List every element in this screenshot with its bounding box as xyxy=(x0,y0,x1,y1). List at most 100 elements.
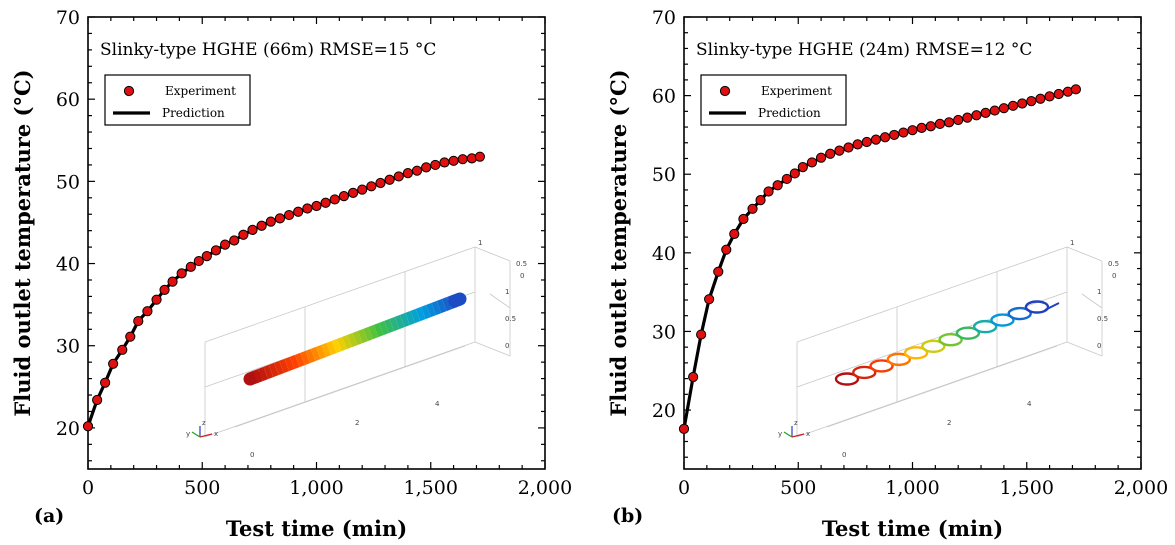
experiment-point xyxy=(256,220,267,231)
experiment-point xyxy=(980,107,991,119)
experiment-point xyxy=(185,261,196,272)
experiment-point xyxy=(747,203,758,214)
experiment-point xyxy=(311,200,322,212)
experiment-point xyxy=(176,268,187,279)
experiment-point xyxy=(293,206,304,217)
tube-segment xyxy=(389,316,400,332)
x-tick-label: 0 xyxy=(82,477,94,499)
experiment-point xyxy=(704,294,715,305)
experiment-point xyxy=(125,331,136,342)
tube-segment xyxy=(347,332,358,348)
experiment-point xyxy=(953,114,964,126)
experiment-point xyxy=(274,213,286,224)
tube-segment xyxy=(410,308,421,324)
experiment-point xyxy=(247,224,258,235)
experiment-point xyxy=(772,180,783,191)
experiment-point xyxy=(721,244,732,255)
legend-box xyxy=(700,74,847,126)
rmse-annotation: Slinky-type HGHE (24m) RMSE=12 °C xyxy=(696,40,1032,60)
x-tick-label: 1,500 xyxy=(1000,477,1054,499)
inset-tick-label: 0.5 xyxy=(505,315,516,323)
axis-triad-icon: z y x xyxy=(778,419,810,438)
experiment-point xyxy=(713,266,724,277)
experiment-point xyxy=(971,110,982,121)
inset-tick-label: 0 xyxy=(250,451,254,459)
slinky-coil xyxy=(869,359,894,373)
tube-segment xyxy=(441,296,452,312)
inset-gridline xyxy=(204,341,476,438)
experiment-point xyxy=(816,152,827,163)
experiment-point xyxy=(755,195,766,206)
tube-segment xyxy=(363,326,374,342)
inset-3d-plot-a: 1 0.5 0 1 0.5 0 2 4 0 z y x xyxy=(186,239,527,459)
tube-segment xyxy=(305,348,316,364)
experiment-point xyxy=(916,122,927,133)
inset-tick-label: 1 xyxy=(1097,288,1101,296)
tube-segment xyxy=(405,310,416,326)
experiment-point xyxy=(92,394,103,406)
inset-tick-label: 0.5 xyxy=(1108,260,1119,268)
experiment-point xyxy=(402,168,413,179)
experiment-point xyxy=(100,377,111,388)
experiment-point xyxy=(729,228,740,240)
experiment-point xyxy=(1053,88,1064,100)
inset-tick-label: 2 xyxy=(947,419,951,427)
experiment-point xyxy=(411,165,423,176)
tube-segment xyxy=(394,314,405,330)
experiment-point xyxy=(998,103,1010,114)
legend: Experiment Prediction xyxy=(104,74,251,126)
legend-label-prediction: Prediction xyxy=(758,106,821,120)
slinky-coil xyxy=(852,365,877,380)
tube-segment xyxy=(284,356,295,372)
y-tick-label: 60 xyxy=(56,89,80,111)
tube-segment xyxy=(368,324,379,340)
inset-tick-label: 1 xyxy=(478,239,482,247)
tube-segment xyxy=(399,312,410,328)
inset-tick-label: 4 xyxy=(435,400,440,408)
experiment-point xyxy=(283,209,295,221)
legend-label-experiment: Experiment xyxy=(761,84,832,98)
legend: Experiment Prediction xyxy=(700,74,847,126)
y-tick-label: 20 xyxy=(652,400,676,422)
experiment-point xyxy=(1070,84,1081,95)
tube-segment xyxy=(315,344,326,360)
experiment-point xyxy=(898,127,909,138)
experiment-point xyxy=(238,229,249,240)
x-tick-label: 1,000 xyxy=(885,477,939,499)
inset-tick-label: 2 xyxy=(355,419,359,427)
tube-segment xyxy=(357,328,368,344)
inset-tick-label: 1 xyxy=(1070,239,1074,247)
experiment-point xyxy=(375,177,386,189)
experiment-point xyxy=(347,187,359,198)
experiment-point xyxy=(763,186,774,197)
experiment-point xyxy=(797,162,808,173)
legend-label-prediction: Prediction xyxy=(162,106,225,120)
tube-segment xyxy=(258,366,269,382)
experiment-point xyxy=(962,112,973,123)
slinky-coil xyxy=(1007,306,1032,321)
inset-gridline xyxy=(826,345,1058,428)
experiment-point xyxy=(220,239,231,250)
axis-triad-icon: z y x xyxy=(186,419,218,438)
slinky-coil xyxy=(938,333,963,347)
tube-segment xyxy=(294,352,305,368)
experiment-point xyxy=(357,184,368,195)
experiment-point xyxy=(265,216,276,227)
inset-gridline xyxy=(489,293,511,309)
experiment-point xyxy=(201,251,212,262)
tube-segment xyxy=(384,318,395,334)
experiment-point xyxy=(934,118,946,130)
tube-segment xyxy=(336,336,347,352)
inset-3d-plot-b: 1 0.5 0 1 0.5 0 2 4 0 z y x xyxy=(778,239,1119,459)
experiment-point xyxy=(870,134,882,145)
x-axis-title: Test time (min) xyxy=(226,516,407,541)
experiment-point xyxy=(834,145,845,156)
y-tick-label: 60 xyxy=(652,86,676,108)
y-tick-label: 70 xyxy=(56,7,80,29)
triad-x-axis xyxy=(791,433,805,438)
x-tick-label: 1,500 xyxy=(404,477,458,499)
tube-segment xyxy=(268,362,279,378)
experiment-point xyxy=(320,197,331,208)
